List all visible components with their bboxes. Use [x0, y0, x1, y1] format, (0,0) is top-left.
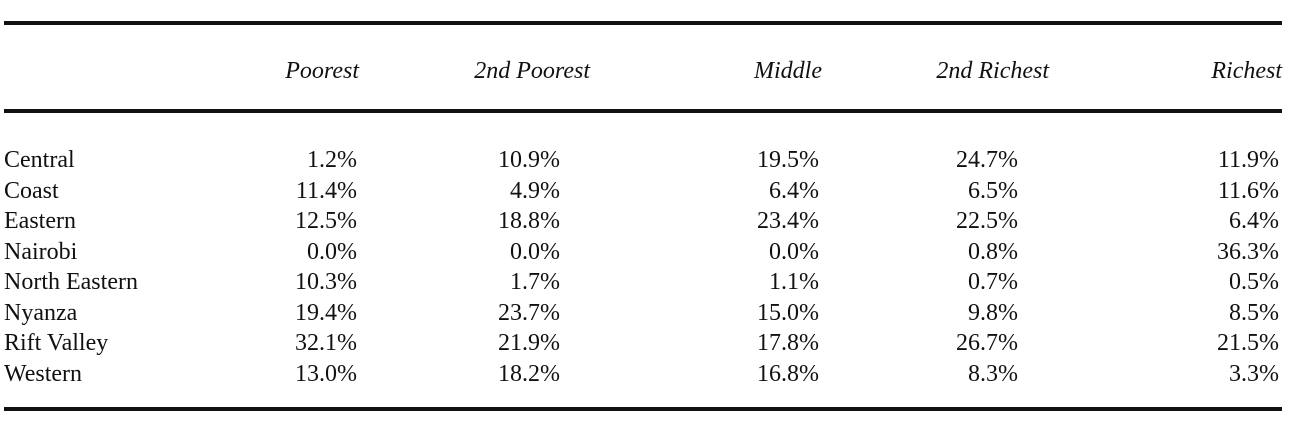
cell-richest: 3.3%	[1229, 360, 1279, 387]
region-column-header	[4, 0, 204, 145]
cell-2nd-richest: 9.8%	[968, 299, 1018, 326]
cell-2nd-poorest: 0.0%	[510, 238, 560, 265]
top-rule	[4, 21, 1282, 25]
region-label: Western	[4, 360, 83, 387]
cell-richest: 6.4%	[1229, 208, 1279, 235]
wealth-quintile-table: Poorest 2nd Poorest Middle 2nd Richest R…	[4, 0, 1282, 389]
cell-poorest: 32.1%	[295, 330, 357, 357]
table-row-central: Central 1.2% 10.9% 19.5% 24.7% 11.9%	[4, 145, 1282, 176]
cell-richest: 8.5%	[1229, 299, 1279, 326]
region-label: Coast	[4, 177, 59, 204]
cell-poorest: 10.3%	[295, 269, 357, 296]
header-rule	[4, 109, 1282, 113]
cell-2nd-poorest: 4.9%	[510, 177, 560, 204]
column-header-poorest: Poorest	[285, 58, 359, 84]
cell-2nd-richest: 22.5%	[956, 208, 1018, 235]
cell-poorest: 1.2%	[307, 147, 357, 174]
cell-poorest: 19.4%	[295, 299, 357, 326]
cell-middle: 6.4%	[769, 177, 819, 204]
cell-middle: 15.0%	[757, 299, 819, 326]
region-label: Nairobi	[4, 238, 78, 265]
column-header-2nd-poorest: 2nd Poorest	[474, 58, 590, 84]
cell-middle: 0.0%	[769, 238, 819, 265]
table-row-north-eastern: North Eastern 10.3% 1.7% 1.1% 0.7% 0.5%	[4, 267, 1282, 298]
cell-2nd-poorest: 10.9%	[498, 147, 560, 174]
cell-middle: 1.1%	[769, 269, 819, 296]
table-row-eastern: Eastern 12.5% 18.8% 23.4% 22.5% 6.4%	[4, 206, 1282, 237]
cell-middle: 19.5%	[757, 147, 819, 174]
table-row-coast: Coast 11.4% 4.9% 6.4% 6.5% 11.6%	[4, 176, 1282, 207]
table-body: Central 1.2% 10.9% 19.5% 24.7% 11.9% Coast 11.4…	[4, 145, 1282, 389]
cell-richest: 0.5%	[1229, 269, 1279, 296]
cell-2nd-poorest: 18.8%	[498, 208, 560, 235]
column-header-2nd-richest: 2nd Richest	[936, 58, 1049, 84]
bottom-rule	[4, 407, 1282, 411]
cell-2nd-poorest: 23.7%	[498, 299, 560, 326]
cell-2nd-richest: 24.7%	[956, 147, 1018, 174]
region-label: Central	[4, 147, 75, 174]
cell-richest: 36.3%	[1217, 238, 1279, 265]
cell-poorest: 13.0%	[295, 360, 357, 387]
cell-poorest: 0.0%	[307, 238, 357, 265]
cell-middle: 17.8%	[757, 330, 819, 357]
cell-richest: 21.5%	[1217, 330, 1279, 357]
cell-poorest: 12.5%	[295, 208, 357, 235]
cell-middle: 23.4%	[757, 208, 819, 235]
table-row-nairobi: Nairobi 0.0% 0.0% 0.0% 0.8% 36.3%	[4, 237, 1282, 268]
cell-2nd-poorest: 18.2%	[498, 360, 560, 387]
table-row-nyanza: Nyanza 19.4% 23.7% 15.0% 9.8% 8.5%	[4, 298, 1282, 329]
region-label: Eastern	[4, 208, 76, 235]
region-label: Nyanza	[4, 299, 78, 326]
column-header-middle: Middle	[754, 58, 822, 84]
cell-2nd-richest: 0.7%	[968, 269, 1018, 296]
cell-2nd-richest: 6.5%	[968, 177, 1018, 204]
cell-middle: 16.8%	[757, 360, 819, 387]
column-header-richest: Richest	[1211, 58, 1282, 84]
table-row-western: Western 13.0% 18.2% 16.8% 8.3% 3.3%	[4, 359, 1282, 390]
cell-2nd-richest: 26.7%	[956, 330, 1018, 357]
cell-2nd-richest: 0.8%	[968, 238, 1018, 265]
cell-poorest: 11.4%	[295, 177, 357, 204]
cell-2nd-poorest: 21.9%	[498, 330, 560, 357]
region-label: Rift Valley	[4, 330, 109, 357]
region-label: North Eastern	[4, 269, 138, 296]
cell-richest: 11.6%	[1217, 177, 1279, 204]
header-row: Poorest 2nd Poorest Middle 2nd Richest R…	[4, 0, 1282, 145]
cell-richest: 11.9%	[1217, 147, 1279, 174]
cell-2nd-richest: 8.3%	[968, 360, 1018, 387]
cell-2nd-poorest: 1.7%	[510, 269, 560, 296]
table-row-rift-valley: Rift Valley 32.1% 21.9% 17.8% 26.7% 21.5%	[4, 328, 1282, 359]
